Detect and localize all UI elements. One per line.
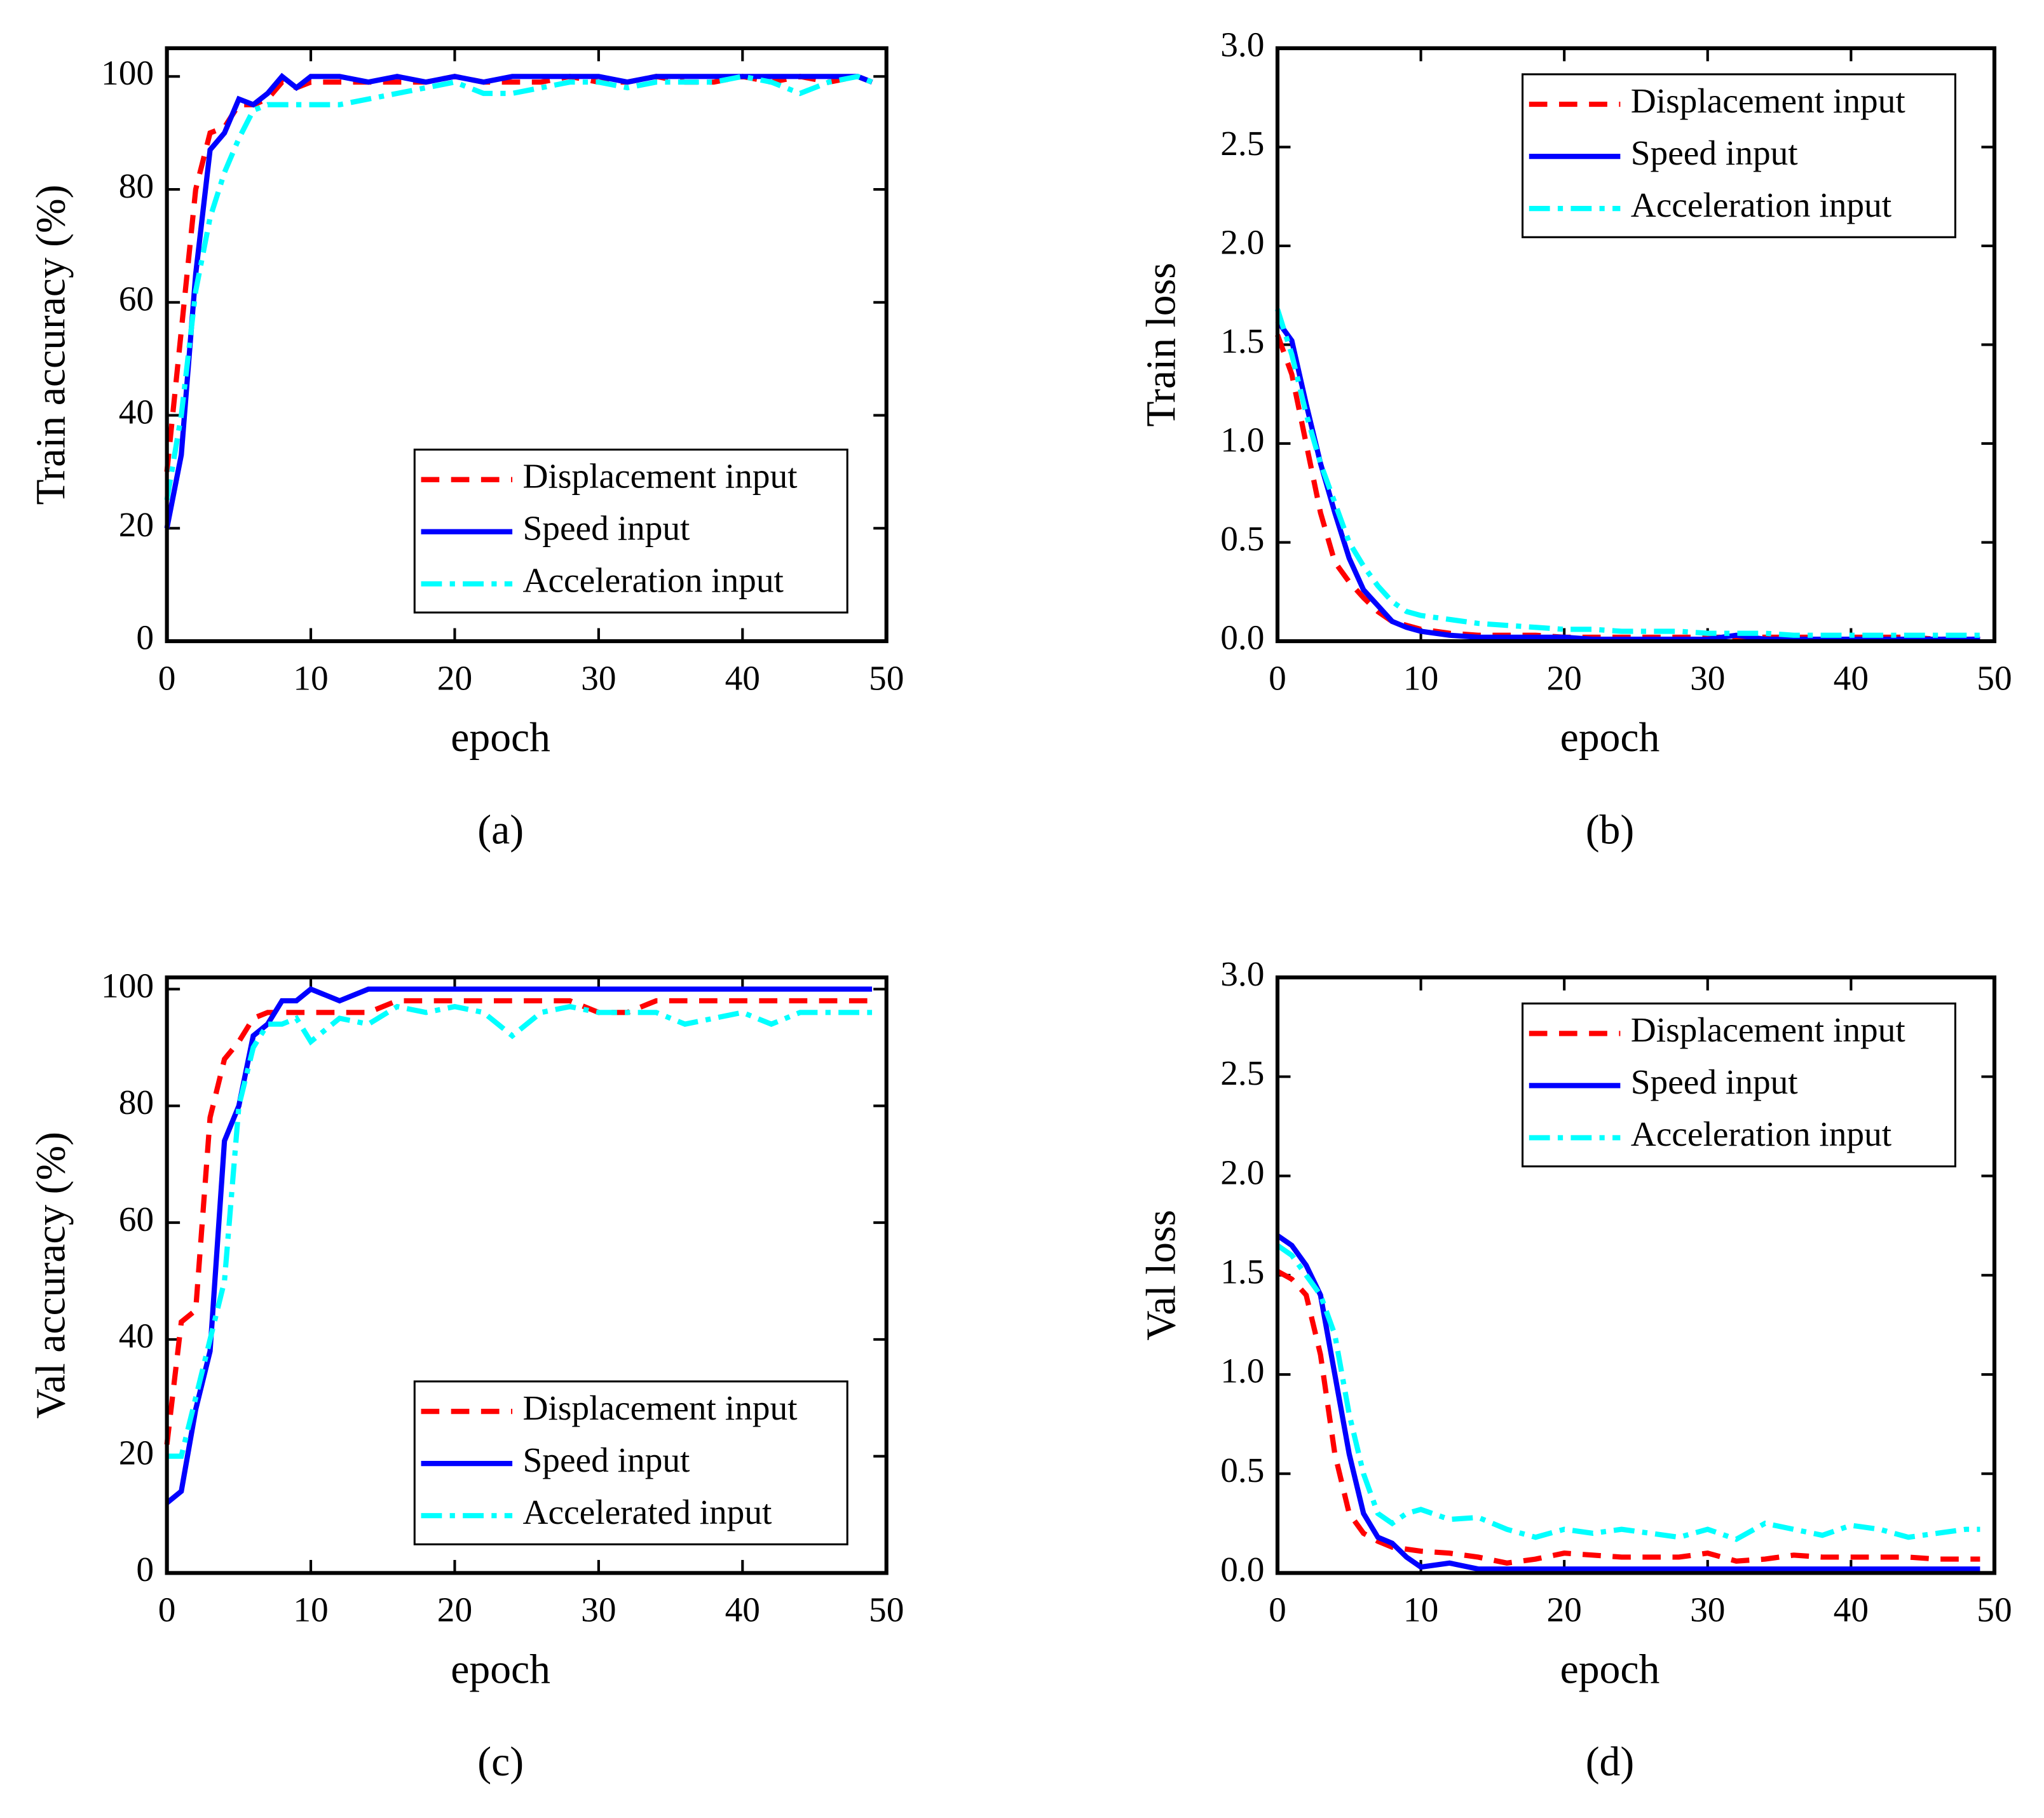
x-tick-label: 30 xyxy=(581,1591,616,1629)
y-tick-label: 60 xyxy=(119,280,154,318)
series-line xyxy=(164,74,873,472)
legend-label: Acceleration input xyxy=(523,561,784,600)
y-tick-label: 1.0 xyxy=(1220,421,1264,459)
x-axis-label: epoch xyxy=(451,1646,550,1692)
plot-frame xyxy=(1275,975,1997,1575)
caption: (b) xyxy=(1586,808,1635,853)
x-tick-label: 10 xyxy=(1403,658,1438,697)
plot-frame xyxy=(165,975,889,1575)
y-tick-label: 100 xyxy=(101,53,154,92)
y-tick-label: 2.5 xyxy=(1220,1054,1264,1092)
series-line xyxy=(1276,1233,1980,1572)
y-tick-label: 80 xyxy=(119,1083,154,1122)
y-tick-label: 100 xyxy=(101,966,154,1005)
y-tick-label: 1.5 xyxy=(1220,1252,1264,1291)
y-tick-label: 0 xyxy=(136,618,154,657)
y-tick-label: 40 xyxy=(119,392,154,431)
y-tick-label: 60 xyxy=(119,1200,154,1238)
x-tick-label: 20 xyxy=(437,658,472,697)
x-tick-label: 10 xyxy=(293,1591,328,1629)
x-tick-label: 10 xyxy=(1403,1591,1438,1629)
legend-label: Speed input xyxy=(523,1441,691,1479)
x-tick-label: 20 xyxy=(1546,1591,1581,1629)
series-line xyxy=(1276,1243,1980,1542)
series-line xyxy=(165,986,873,1505)
y-tick-label: 1.0 xyxy=(1220,1352,1264,1390)
y-tick-label: 0.5 xyxy=(1220,1451,1264,1489)
y-tick-label: 1.5 xyxy=(1220,322,1264,360)
legend-label: Displacement input xyxy=(523,456,798,495)
y-tick-label: 3.0 xyxy=(1220,954,1264,993)
series-line xyxy=(1276,1268,1980,1566)
x-tick-label: 40 xyxy=(725,1591,760,1629)
legend-label: Speed input xyxy=(523,508,691,547)
x-axis-label: epoch xyxy=(451,715,550,761)
series-line xyxy=(164,72,873,529)
x-axis-label: epoch xyxy=(1560,1646,1660,1692)
x-tick-label: 40 xyxy=(1834,658,1869,697)
y-tick-label: 2.0 xyxy=(1220,223,1264,262)
x-tick-label: 0 xyxy=(158,1591,176,1629)
x-tick-label: 30 xyxy=(1690,1591,1725,1629)
y-tick-label: 0 xyxy=(136,1550,154,1589)
y-tick-label: 0.0 xyxy=(1220,618,1264,657)
caption: (d) xyxy=(1586,1739,1635,1785)
x-axis-label: epoch xyxy=(1560,715,1660,761)
legend-label: Speed input xyxy=(1631,1062,1799,1101)
plot-frame xyxy=(165,46,889,644)
series-line xyxy=(167,1003,873,1459)
y-tick-label: 20 xyxy=(119,1433,154,1472)
y-tick-label: 0.0 xyxy=(1220,1550,1264,1589)
legend-label: Displacement input xyxy=(1631,81,1906,120)
y-tick-label: 40 xyxy=(119,1317,154,1355)
legend-label: Displacement input xyxy=(523,1388,798,1427)
legend-label: Accelerated input xyxy=(523,1493,773,1531)
x-tick-label: 30 xyxy=(581,658,616,697)
x-tick-label: 40 xyxy=(725,658,760,697)
legend-label: Speed input xyxy=(1631,133,1799,172)
series-line xyxy=(164,998,873,1445)
x-tick-label: 50 xyxy=(869,658,904,697)
x-tick-label: 50 xyxy=(1977,1591,2012,1629)
caption: (c) xyxy=(477,1739,524,1785)
x-tick-label: 30 xyxy=(1690,658,1725,697)
y-tick-label: 20 xyxy=(119,505,154,544)
y-axis-label: Val accuracy (%) xyxy=(28,1132,74,1419)
y-tick-label: 0.5 xyxy=(1220,519,1264,558)
x-tick-label: 20 xyxy=(437,1591,472,1629)
x-tick-label: 10 xyxy=(293,658,328,697)
y-tick-label: 3.0 xyxy=(1220,25,1264,64)
x-tick-label: 50 xyxy=(1977,658,2012,697)
x-tick-label: 40 xyxy=(1834,1591,1869,1629)
legend-label: Acceleration input xyxy=(1631,186,1892,224)
series-line xyxy=(164,74,873,501)
y-axis-label: Val loss xyxy=(1139,1210,1185,1341)
plot-frame xyxy=(1275,46,1997,644)
x-tick-label: 0 xyxy=(1269,1591,1286,1629)
y-tick-label: 80 xyxy=(119,166,154,205)
x-tick-label: 20 xyxy=(1546,658,1581,697)
y-tick-label: 2.0 xyxy=(1220,1153,1264,1191)
legend-label: Acceleration input xyxy=(1631,1115,1892,1153)
y-axis-label: Train accuracy (%) xyxy=(28,184,74,505)
x-tick-label: 0 xyxy=(1269,658,1286,697)
y-axis-label: Train loss xyxy=(1139,262,1185,426)
series-line xyxy=(1275,319,1980,642)
caption: (a) xyxy=(477,808,524,853)
legend-label: Displacement input xyxy=(1631,1010,1906,1049)
x-tick-label: 0 xyxy=(158,658,176,697)
y-tick-label: 2.5 xyxy=(1220,124,1264,163)
x-tick-label: 50 xyxy=(869,1591,904,1629)
series-line xyxy=(1275,308,1980,638)
